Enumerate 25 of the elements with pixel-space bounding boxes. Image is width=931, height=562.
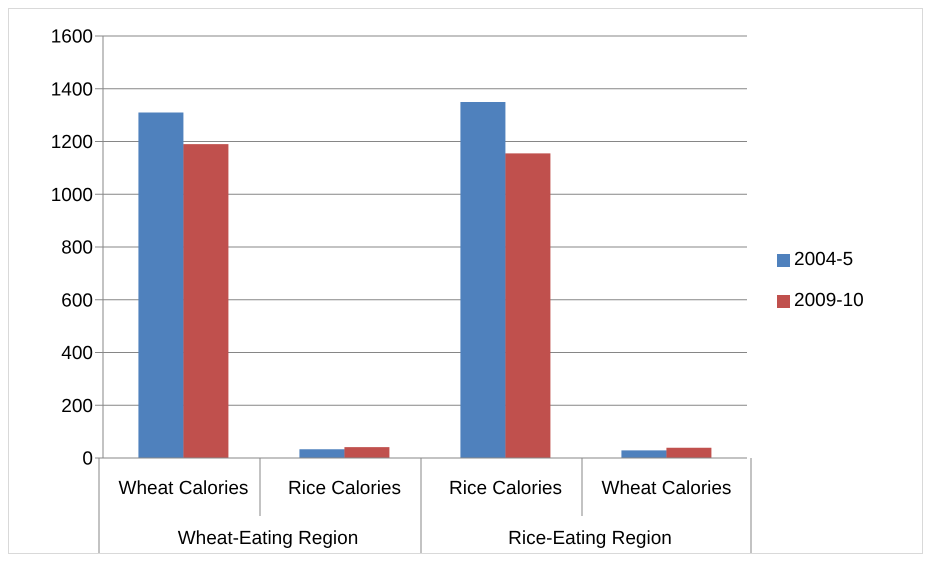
x-tick-label: Rice Calories [288, 478, 401, 499]
x-tick-label: Wheat Calories [602, 478, 732, 499]
bar [344, 447, 390, 458]
y-tick-label: 1400 [50, 79, 93, 100]
y-tick-label: 1000 [50, 184, 93, 206]
y-tick-label: 1600 [50, 26, 93, 48]
y-tick-label: 1200 [50, 132, 93, 154]
x-tick-label: Rice Calories [449, 478, 562, 499]
x-tick-label: Wheat Calories [118, 478, 248, 499]
bar [666, 448, 712, 458]
bar [505, 153, 550, 458]
bar [299, 449, 344, 458]
y-tick-label: 600 [61, 290, 93, 312]
text: Rice-Eating Region [508, 528, 672, 549]
text: Wheat-Eating Region [178, 528, 358, 549]
y-tick-label: 400 [61, 343, 93, 364]
y-tick-label: 800 [61, 238, 93, 259]
bar [460, 102, 506, 458]
y-tick-label: 200 [61, 396, 93, 417]
bar [183, 144, 228, 458]
bar [621, 450, 666, 458]
bar [138, 112, 184, 458]
legend-label: 2009-10 [794, 290, 864, 311]
legend-label: 2004-5 [794, 249, 854, 270]
y-tick-label: 0 [82, 448, 93, 470]
